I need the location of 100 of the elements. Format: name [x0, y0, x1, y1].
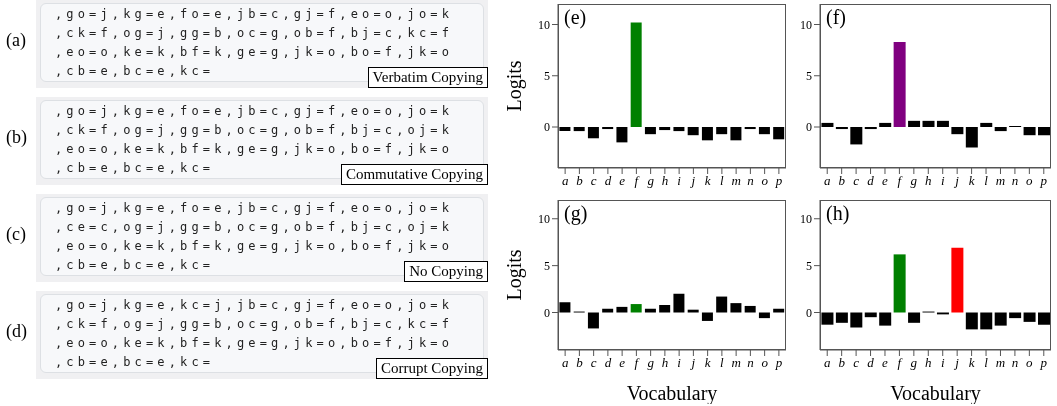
text: (d)	[6, 321, 27, 342]
x-tick-label: l	[984, 173, 989, 189]
x-tick-label: c	[853, 173, 860, 189]
bar	[673, 293, 685, 313]
x-tick-label: k	[968, 173, 975, 189]
x-tick-label: e	[882, 173, 889, 189]
y-tick-label: 0	[806, 305, 812, 320]
text: ,go=j,kg=e,kc=j,jb=c,gj=f,eo=o,jo=k	[55, 298, 454, 312]
y-tick-label: 0	[544, 120, 550, 135]
x-tick-label: i	[677, 173, 682, 189]
x-tick-label: c	[590, 355, 597, 371]
x-tick-label: d	[604, 355, 612, 371]
y-tick-label: 5	[544, 69, 550, 84]
x-tick-label: c	[853, 355, 860, 371]
x-tick-label: g	[910, 173, 918, 189]
text: ,cb=e,bc=e,kc=	[55, 64, 215, 78]
bar	[893, 41, 906, 127]
text: Corrupt Copying	[375, 358, 488, 379]
x-tick-label: d	[604, 173, 612, 189]
x-tick-label: h	[925, 173, 932, 189]
y-tick-label: 5	[806, 69, 812, 84]
x-tick-label: h	[925, 355, 932, 371]
x-tick-label: n	[1011, 355, 1019, 371]
bar	[1038, 312, 1051, 325]
text: ,go=j,kg=e,fo=e,jb=c,gj=f,eo=o,jo=k	[55, 7, 454, 21]
x-tick-label: b	[838, 355, 846, 371]
text: ,cb=e,bc=e,kc=	[55, 355, 215, 369]
x-tick-label: d	[867, 355, 875, 371]
bar	[1023, 312, 1036, 322]
bar	[879, 312, 892, 326]
chart-title: (g)	[564, 202, 588, 225]
x-tick-label: k	[704, 173, 711, 189]
x-tick-label: m	[731, 173, 741, 189]
y-tick-label: 5	[806, 258, 812, 273]
x-tick-label: p	[774, 173, 783, 189]
x-tick-label: p	[1039, 173, 1048, 189]
x-tick-label: j	[689, 173, 696, 189]
x-tick-label: k	[704, 355, 711, 371]
x-tick-label: e	[882, 355, 889, 371]
y-tick-label: 0	[544, 305, 550, 320]
bar	[951, 127, 964, 135]
x-tick-label: b	[576, 355, 584, 371]
x-tick-label: p	[774, 355, 783, 371]
x-tick-label: o	[761, 173, 769, 189]
x-tick-label: b	[576, 173, 584, 189]
x-axis-title: Vocabulary	[890, 382, 981, 405]
x-tick-label: a	[561, 355, 569, 371]
bar	[908, 312, 921, 323]
text: (b)	[6, 127, 27, 148]
text: ,go=j,kg=e,fo=e,jb=c,gj=f,eo=o,jo=k	[55, 104, 454, 118]
bar	[893, 254, 906, 313]
bar	[630, 304, 642, 313]
x-tick-label: h	[661, 173, 669, 189]
y-tick-label: 10	[800, 17, 812, 32]
text: Verbatim Copying	[367, 67, 488, 88]
bar	[864, 127, 877, 130]
x-tick-label: f	[634, 173, 641, 189]
y-axis-title: Logits	[503, 249, 527, 301]
bar	[821, 312, 834, 325]
x-tick-label: n	[747, 355, 754, 371]
y-tick-label: 10	[538, 212, 550, 227]
bar	[730, 303, 742, 313]
bar	[821, 122, 834, 127]
x-tick-label: f	[897, 355, 904, 371]
x-tick-label: m	[995, 355, 1006, 371]
bar	[835, 312, 848, 323]
y-tick-label: 0	[806, 120, 812, 135]
x-tick-label: f	[634, 355, 641, 371]
bar	[980, 122, 993, 127]
x-tick-label: o	[1026, 173, 1034, 189]
text: ,cb=e,bc=e,kc=	[55, 258, 215, 272]
text: ,cb=e,bc=e,kc=	[55, 161, 215, 175]
bar	[773, 308, 785, 313]
y-axis-title: Logits	[503, 60, 527, 112]
bar	[602, 308, 614, 313]
text: ,ck=f,og=j,gg=b,oc=g,ob=f,bj=c,kc=f	[55, 317, 454, 331]
text: ,eo=o,ke=k,bf=k,ge=g,jk=o,bo=f,jk=o	[55, 142, 454, 156]
text: (a)	[6, 30, 26, 51]
x-tick-label: b	[838, 173, 846, 189]
y-tick-label: 10	[538, 17, 550, 32]
bar	[701, 312, 713, 321]
x-tick-label: i	[677, 355, 682, 371]
x-tick-label: j	[953, 173, 960, 189]
bar	[908, 120, 921, 127]
bar	[559, 302, 571, 313]
x-tick-label: g	[647, 173, 655, 189]
bar	[951, 247, 964, 313]
bar	[980, 312, 993, 330]
bar	[587, 312, 599, 329]
bar	[850, 312, 863, 328]
x-tick-label: l	[720, 355, 725, 371]
bar	[936, 120, 949, 127]
x-tick-label: f	[897, 173, 904, 189]
chart-title: (f)	[826, 6, 846, 29]
x-tick-label: o	[761, 355, 769, 371]
chart-title: (e)	[564, 6, 587, 29]
bar	[644, 308, 656, 313]
text: Commutative Copying	[340, 164, 488, 185]
text: ,ck=f,og=j,gg=b,oc=g,ob=f,bj=c,oj=k	[55, 123, 454, 137]
text: No Copying	[404, 261, 488, 282]
